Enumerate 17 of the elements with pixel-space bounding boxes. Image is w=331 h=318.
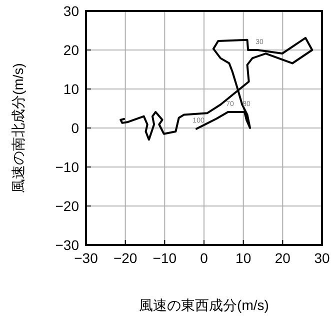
x-tick-label: 0: [200, 250, 208, 266]
x-tick-label: 10: [236, 250, 252, 266]
x-tick-label: 20: [274, 250, 291, 266]
x-tick-label: −10: [152, 250, 177, 266]
y-tick-label: 20: [63, 42, 80, 58]
y-tick-label: 0: [71, 120, 80, 136]
y-tick-label: −10: [55, 159, 80, 175]
x-tick-label: 30: [314, 250, 330, 266]
y-tick-label: 10: [63, 81, 80, 97]
x-tick-label: −20: [113, 250, 138, 266]
y-tick-label: −30: [55, 237, 80, 253]
y-axis-title: 風速の南北成分(m/s): [10, 63, 26, 193]
x-axis-title: 風速の東西成分(m/s): [139, 297, 269, 313]
line-series: [120, 36, 314, 141]
x-tick-label: −30: [74, 250, 98, 266]
y-tick-label: 30: [63, 3, 80, 19]
y-tick-label: −20: [55, 198, 80, 214]
